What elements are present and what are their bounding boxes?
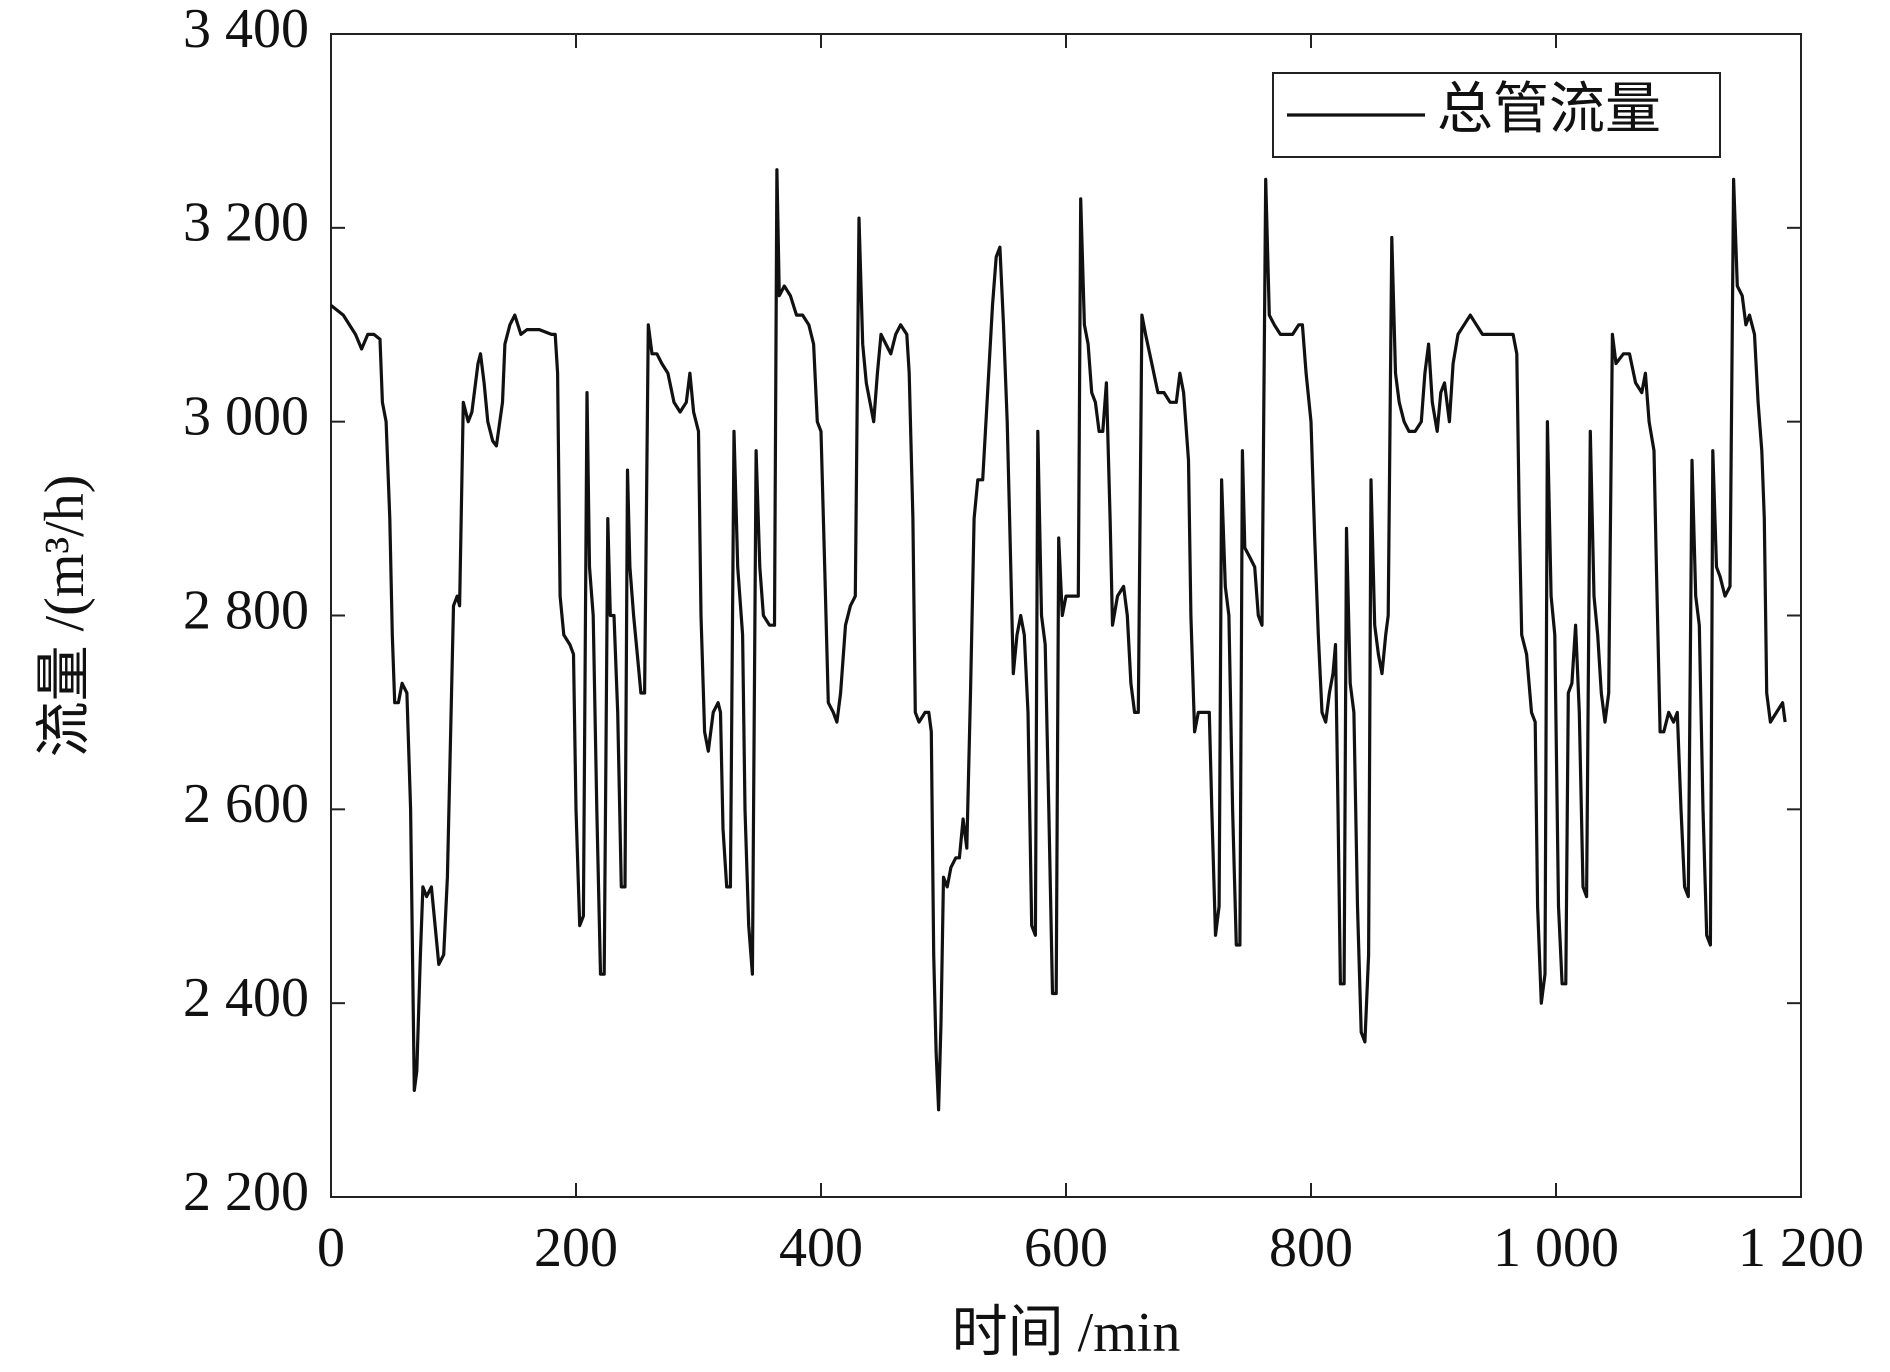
x-tick-label: 200 — [534, 1217, 618, 1279]
x-tick-label: 0 — [317, 1217, 345, 1279]
x-tick-label: 600 — [1024, 1217, 1108, 1279]
y-tick-label: 3 400 — [183, 0, 309, 60]
y-tick-label: 2 200 — [183, 1161, 309, 1223]
y-tick-label: 2 800 — [183, 579, 309, 641]
x-tick-label: 800 — [1269, 1217, 1353, 1279]
x-tick-label: 1 000 — [1493, 1217, 1619, 1279]
plot-frame — [330, 33, 1802, 1198]
data-line — [330, 168, 1787, 1112]
x-tick-label: 1 200 — [1738, 1217, 1864, 1279]
y-tick-label: 2 600 — [183, 773, 309, 835]
legend-label: 总管流量 — [1437, 79, 1661, 141]
y-tick-label: 3 200 — [183, 192, 309, 254]
y-tick-label: 2 400 — [183, 967, 309, 1029]
x-axis-label: 时间 /min — [952, 1302, 1181, 1364]
y-axis-label: 流量 /(m³/h) — [34, 475, 96, 758]
x-tick-label: 400 — [779, 1217, 863, 1279]
y-tick-label: 3 000 — [183, 386, 309, 448]
